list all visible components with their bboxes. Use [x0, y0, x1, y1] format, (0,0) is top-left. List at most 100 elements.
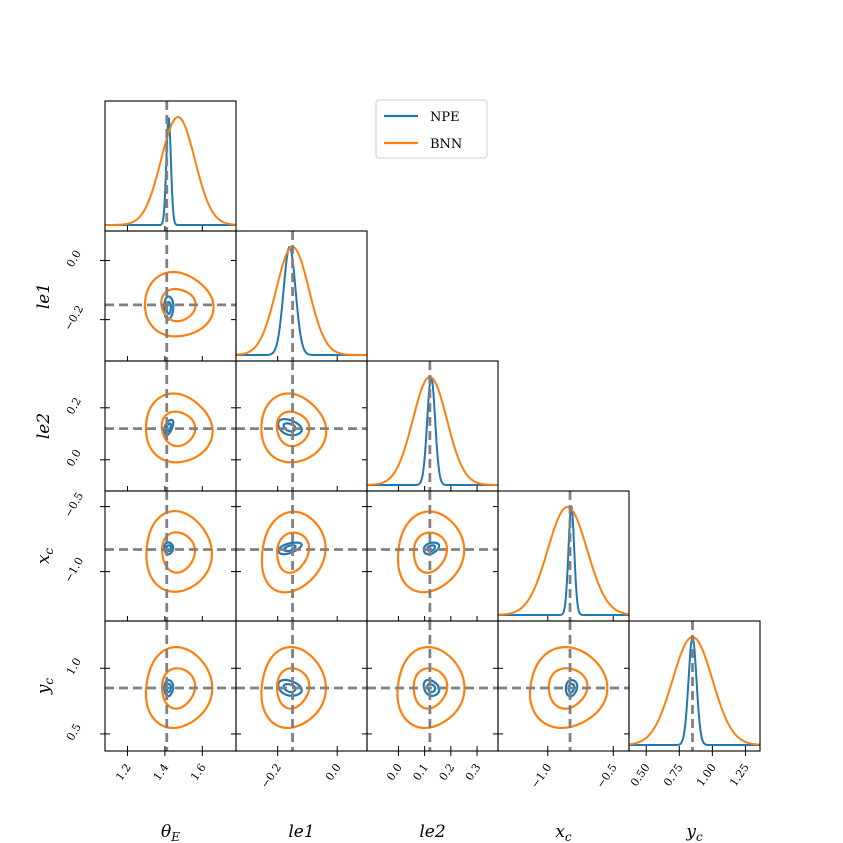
panel-y-c-vs-theta-e: [100, 620, 237, 756]
panel-x-c-vs-theta-e: [100, 490, 237, 622]
y-axis-label-le2: le2: [34, 413, 54, 439]
y-axis-label-le1: le1: [34, 283, 54, 309]
marginal-bnn-x-c: [498, 505, 629, 616]
x-tick-label-le1: −0.2: [258, 761, 284, 790]
y-tick-label-y-c: 0.5: [64, 721, 84, 743]
x-tick-label-y-c: 0.75: [661, 761, 686, 789]
contour-bnn-level-1: [275, 667, 311, 710]
contour-npe-level-2: [564, 679, 579, 698]
contour-npe-level-2: [163, 418, 175, 437]
panel-frame: [235, 620, 368, 752]
y-tick-label-le2: 0.2: [64, 395, 84, 417]
contour-npe-level-2: [277, 678, 303, 697]
x-tick-label-theta-e: 1.2: [113, 761, 134, 783]
y-tick-label-x-c: −1.0: [62, 555, 87, 585]
panel-content: [236, 621, 367, 751]
x-axis-label-le2: le2: [419, 822, 445, 842]
panel-frame: [104, 230, 237, 362]
x-tick-label-x-c: −0.5: [594, 761, 620, 790]
panel-content: [105, 361, 236, 491]
y-axis-label-subscript: c: [42, 678, 56, 685]
x-tick-label-le2: 0.0: [384, 761, 405, 783]
marginal-bnn-theta-e: [105, 115, 236, 226]
contour-bnn-level-2: [144, 392, 214, 464]
x-tick-label-le2: 0.2: [437, 761, 458, 783]
legend: NPE BNN: [375, 99, 488, 159]
panel-content: [629, 621, 760, 751]
panel-le2-vs-le2: [366, 360, 499, 492]
x-tick-label-theta-e: 1.4: [151, 761, 172, 783]
panel-frame: [628, 620, 761, 752]
x-tick-label-x-c: −1.0: [528, 761, 554, 790]
marginal-bnn-le1: [236, 245, 367, 356]
panel-le2-vs-le1: [235, 360, 368, 492]
y-tick-label-y-c: 1.0: [64, 656, 84, 678]
contour-bnn-level-2: [143, 270, 215, 338]
y-tick-label-le2: 0.0: [64, 447, 84, 469]
x-axis-label-x-c: xc: [555, 822, 572, 843]
contour-npe-level-2: [277, 418, 303, 437]
x-tick-label-le2: 0.3: [463, 761, 484, 783]
x-tick-label-le2: 0.1: [410, 761, 431, 783]
panel-le1-vs-theta-e: [100, 230, 237, 362]
x-axis-label-theta-e: θE: [161, 822, 180, 843]
panel-x-c-vs-x-c: [497, 490, 630, 622]
x-axis-label-subscript: E: [170, 830, 180, 843]
x-axis-label-subscript: c: [565, 830, 572, 843]
panel-frame: [366, 490, 499, 622]
panel-le2-vs-theta-e: [100, 360, 237, 492]
panel-content: [105, 231, 236, 361]
contour-bnn-level-2: [260, 510, 327, 594]
x-axis-label-subscript: c: [696, 830, 703, 843]
y-tick-label-le1: 0.0: [64, 248, 84, 270]
y-axis-label-subscript: c: [42, 548, 56, 555]
contour-bnn-level-2: [145, 509, 214, 593]
y-tick-label-x-c: −0.5: [62, 490, 87, 520]
x-tick-label-le1: 0.0: [323, 761, 344, 783]
panel-x-c-vs-le1: [235, 490, 368, 622]
contour-npe-level-2: [163, 295, 175, 321]
panel-y-c-vs-y-c: [628, 620, 761, 756]
panel-frame: [497, 620, 630, 752]
panel-content: [236, 231, 367, 361]
contour-npe-level-2: [422, 678, 441, 697]
marginal-bnn-y-c: [629, 636, 760, 746]
panel-content: [105, 101, 236, 231]
panel-content: [367, 621, 498, 751]
panel-content: [498, 621, 629, 751]
x-tick-label-theta-e: 1.6: [188, 761, 209, 783]
y-axis-label-main: y: [34, 684, 54, 695]
panel-y-c-vs-x-c: [497, 620, 630, 756]
panel-y-c-vs-le1: [235, 620, 368, 756]
x-axis-label-main: θ: [161, 822, 171, 842]
panel-x-c-vs-le2: [366, 490, 499, 622]
panel-content: [236, 491, 367, 621]
y-axis-label-main: le2: [34, 413, 54, 439]
panel-content: [236, 361, 367, 491]
panel-theta-e-vs-theta-e: [104, 100, 237, 232]
x-axis-label-main: le2: [419, 822, 445, 842]
x-tick-label-y-c: 1.00: [694, 761, 719, 789]
panel-content: [105, 491, 236, 621]
y-tick-label-le1: −0.2: [62, 303, 87, 333]
panel-content: [498, 491, 629, 621]
x-axis-label-y-c: yc: [685, 822, 703, 843]
legend-label-bnn: BNN: [430, 137, 462, 152]
marginal-npe-x-c: [498, 505, 629, 616]
y-axis-label-main: x: [34, 554, 54, 564]
panel-frame: [235, 490, 368, 622]
y-axis-label-main: le1: [34, 283, 54, 309]
contour-bnn-level-2: [260, 645, 327, 730]
y-axis-label-y-c: yc: [34, 678, 56, 696]
x-axis-label-le1: le1: [288, 822, 314, 842]
contour-bnn-level-2: [260, 392, 328, 464]
y-axis-label-x-c: xc: [34, 548, 56, 565]
contour-bnn-level-2: [396, 510, 466, 594]
legend-label-npe: NPE: [430, 110, 460, 125]
contour-bnn-level-1: [412, 531, 449, 574]
panel-le1-vs-le1: [235, 230, 368, 362]
marginal-npe-y-c: [629, 636, 760, 746]
marginal-npe-le2: [367, 375, 498, 486]
